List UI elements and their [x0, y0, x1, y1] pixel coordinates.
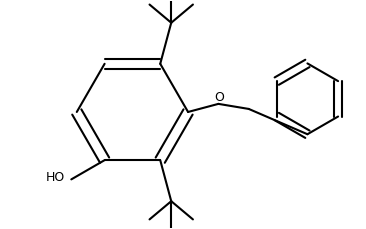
Text: O: O — [214, 91, 224, 104]
Text: HO: HO — [46, 171, 65, 184]
